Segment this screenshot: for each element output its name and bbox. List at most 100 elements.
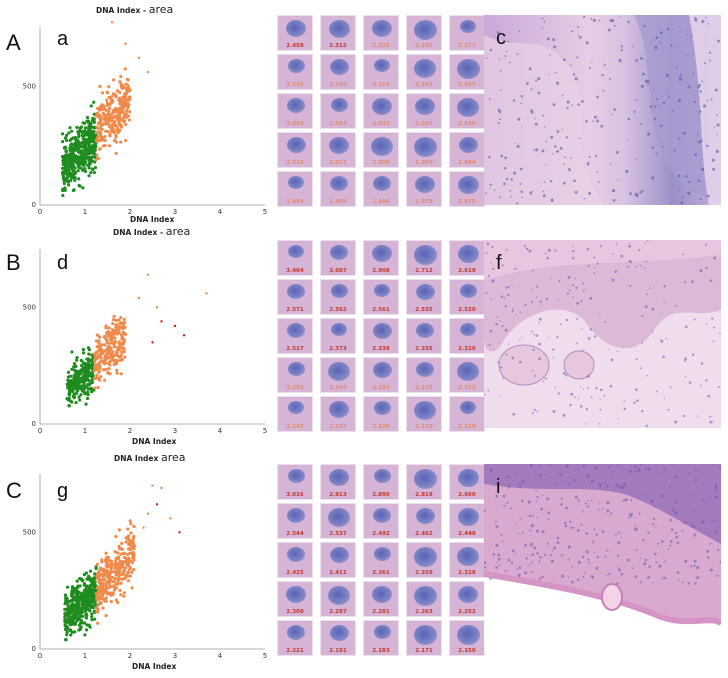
cell-dot [667,95,670,98]
cell-dot [616,350,619,353]
scatter-point [93,572,97,576]
scatter-point [72,376,76,380]
cell-dot [505,50,508,53]
dna-index-value: 2.281 [372,609,390,615]
scatter-point [120,104,124,108]
cell-dot [596,555,599,559]
histology-image-i: i [484,464,721,652]
cell-dot [517,532,519,535]
dna-index-value: 2.712 [415,268,433,274]
cell-dot [618,485,622,489]
cell-dot [486,242,490,246]
cell-dot [561,574,565,578]
scatter-point [115,129,119,133]
scatter-point [94,339,99,343]
dna-index-value: 2.202 [286,385,304,391]
nucleus-thumbnail: 2.119 [406,396,442,432]
scatter-point [114,559,118,563]
scatter-point [95,153,99,157]
outlier-point [155,503,159,506]
cell-dot [635,98,638,101]
nucleus-thumbnail: 2.120 [320,54,356,90]
cell-dot [485,291,488,294]
cell-dot [627,117,631,121]
cell-dot [640,581,643,584]
cell-dot [604,555,607,558]
scatter-point [73,178,77,182]
dna-index-value: 2.033 [415,121,433,127]
scatter-point [70,350,74,354]
cell-dot [632,45,634,47]
cell-dot [719,332,721,335]
x-tick-label: 5 [263,652,267,660]
nucleus-image [328,362,350,381]
cell-dot [543,20,546,23]
cell-dot [492,267,495,271]
outlier-point [205,292,208,295]
cell-dot [507,286,510,288]
cell-dot [536,495,539,499]
scatter-point [72,361,77,366]
scatter-point [113,588,117,592]
scatter-point [105,112,110,117]
cell-dot [660,494,664,498]
nucleus-thumbnail: 2.619 [449,240,485,276]
cell-dot [709,415,712,418]
cell-dot [613,24,616,27]
nucleus-image [373,508,391,523]
scatter-point [88,148,92,152]
cell-dot [688,381,692,384]
cell-dot [505,177,509,181]
scatter-point [119,140,123,144]
cell-dot [504,328,508,332]
scatter-point [100,108,104,112]
cell-dot [485,251,488,254]
cell-dot [562,413,566,417]
cell-dot [547,511,551,515]
nucleus-thumbnail: 2.171 [406,620,442,656]
scatter-point [124,82,128,86]
scatter-point [90,135,94,139]
cell-dot [560,497,563,500]
cell-dot [502,494,506,498]
dna-index-value: 2.120 [372,424,390,430]
dna-index-value: 2.544 [286,531,304,537]
scatter-point [105,331,109,335]
cell-dot [594,552,596,554]
outlier-point [169,517,172,520]
scatter-point [119,372,123,376]
cell-dot [510,178,513,181]
scatter-point [85,623,89,627]
chart-title-g: DNA Index area [114,451,186,464]
cell-dot [587,558,590,561]
scatter-point [81,121,85,125]
cell-dot [655,525,657,528]
scatter-point [74,371,78,375]
cell-dot [599,245,602,248]
scatter-point [65,179,69,183]
cell-dot [644,305,648,309]
nucleus-image [374,284,390,297]
cell-dot [552,409,556,413]
scatter-point [66,183,71,187]
scatter-point [77,628,81,632]
cell-dot [687,191,691,195]
nucleus-thumbnail: 3.404 [277,240,313,276]
cell-dot [701,167,705,172]
cell-dot [645,424,648,428]
cell-dot [536,410,539,413]
cell-dot [558,279,561,282]
nucleus-image [413,20,437,40]
scatter-point [116,551,120,555]
scatter-point [109,567,113,571]
scatter-point [122,350,126,354]
nucleus-thumbnail: 2.890 [363,464,399,500]
scatter-point [70,367,74,371]
cell-dot [502,377,504,379]
nucleus-image [414,59,436,78]
cell-dot [598,483,602,487]
cell-dot [595,154,598,157]
cell-dot [634,470,637,473]
cell-dot [669,544,672,547]
scatter-point [87,348,92,352]
